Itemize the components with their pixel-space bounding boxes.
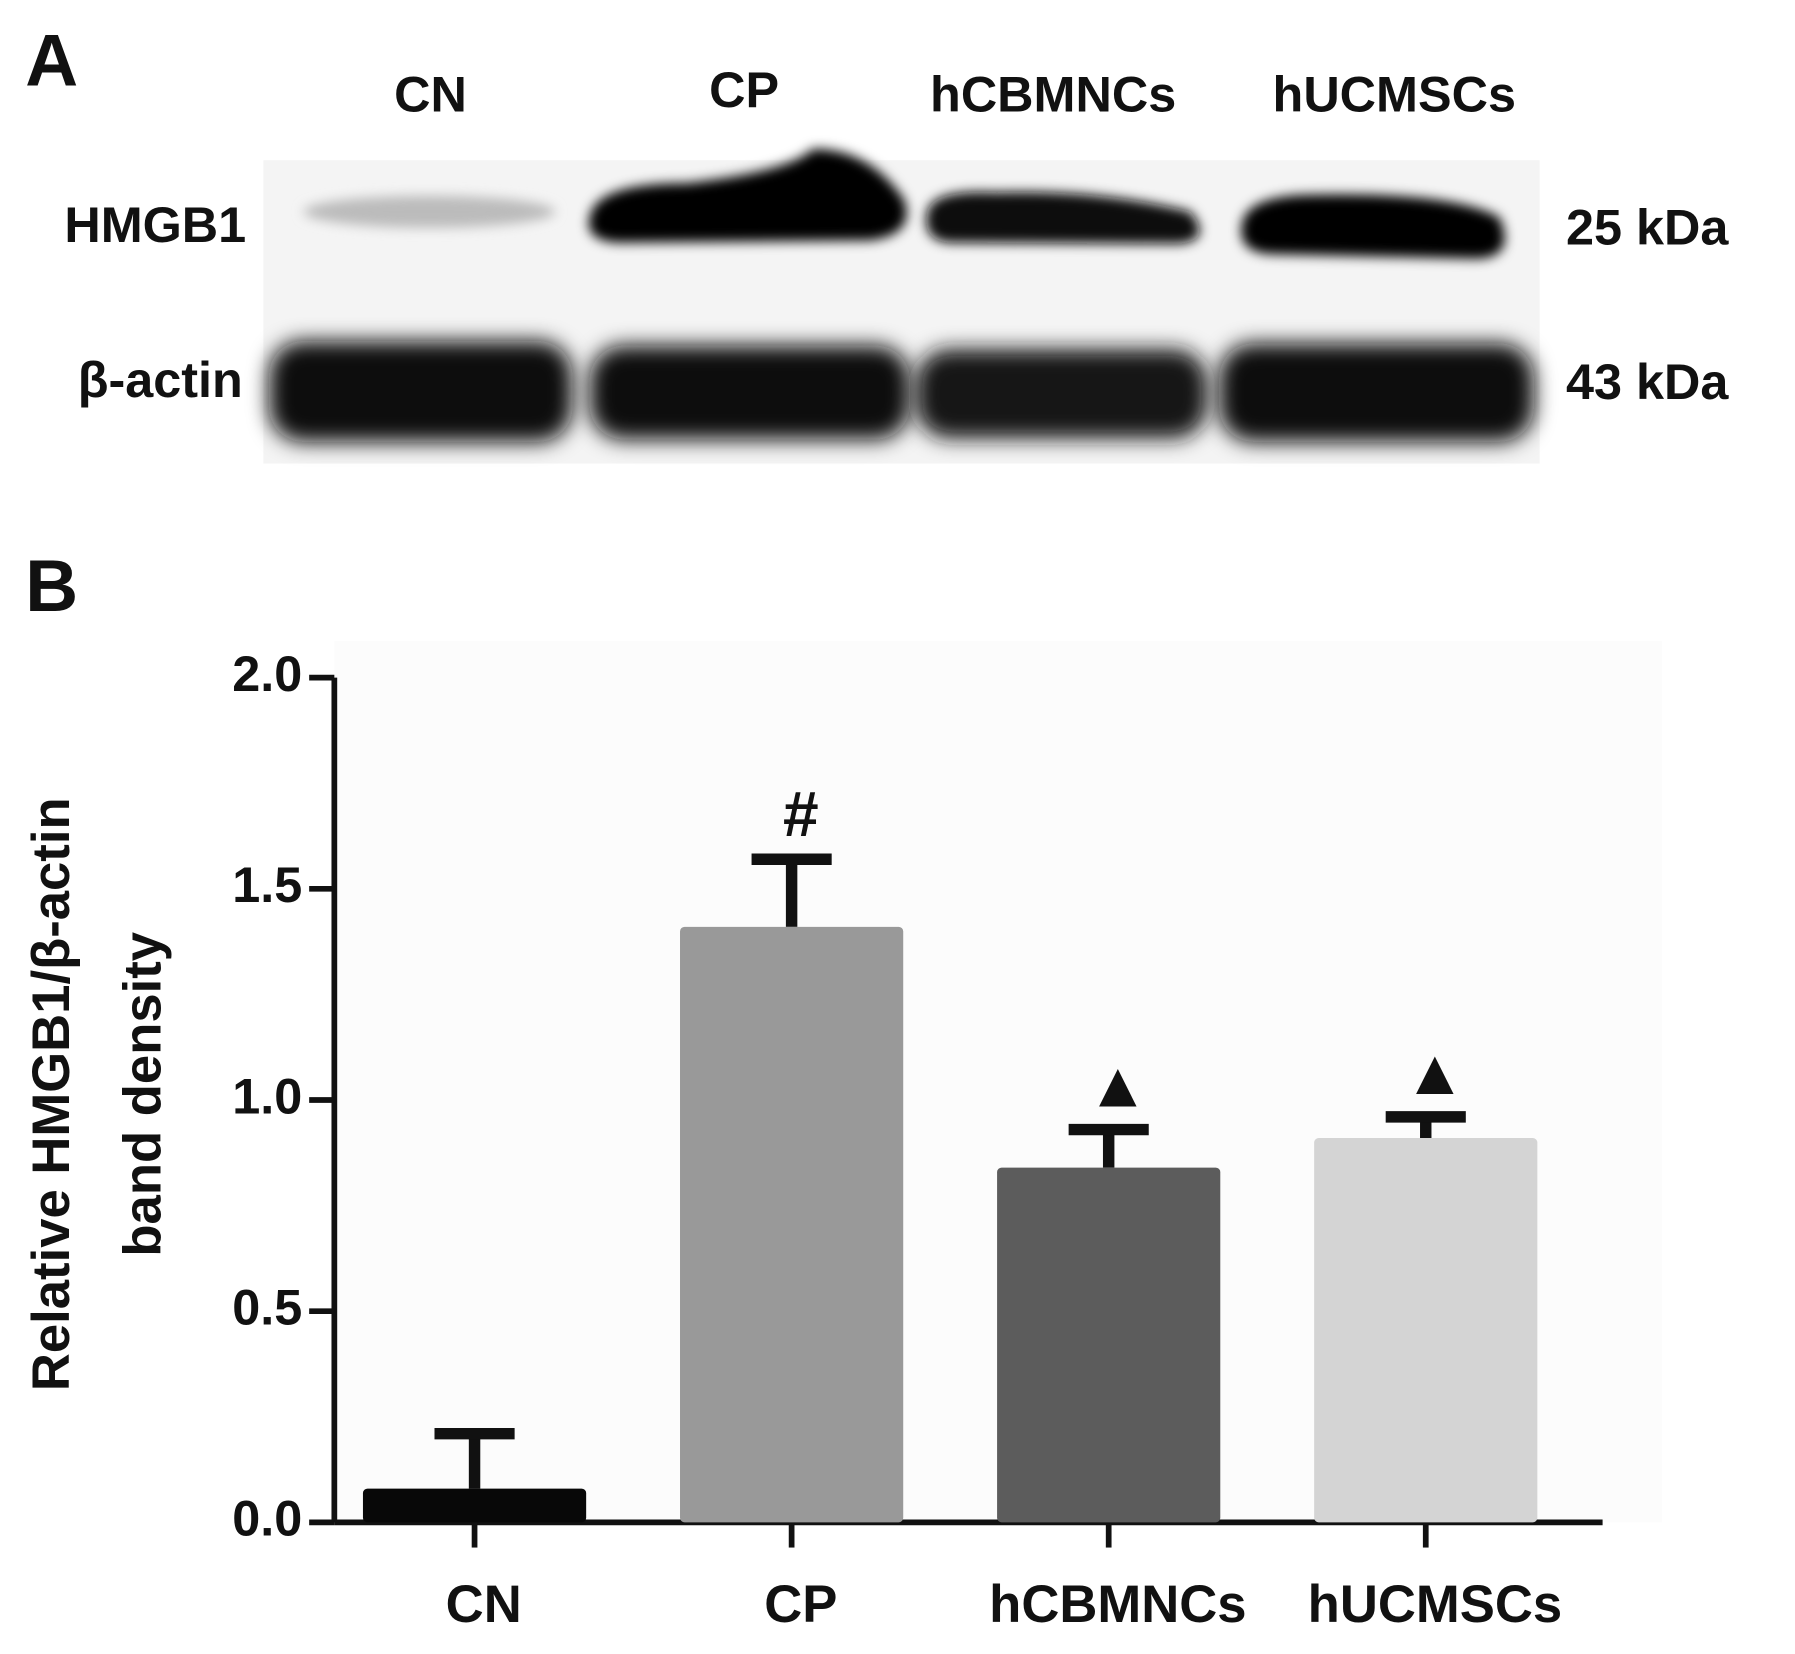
bar	[680, 926, 904, 1523]
x-tick-label: hCBMNCs	[989, 1575, 1246, 1634]
band	[589, 345, 911, 440]
chart: 0.0 0.5 1.0 1.5 2.0 Relative HMGB1/β-actin ban…	[22, 645, 1603, 1634]
band	[303, 195, 556, 228]
bar	[1314, 1138, 1538, 1523]
row-label: HMGB1	[64, 196, 246, 253]
lane-label: CN	[394, 66, 467, 123]
lane-label: hCBMNCs	[930, 66, 1176, 123]
band	[1241, 194, 1505, 259]
band	[926, 191, 1200, 244]
band	[1219, 343, 1534, 442]
panel-label: A	[25, 20, 78, 102]
row-label: β-actin	[78, 351, 243, 408]
annotation: #	[783, 778, 819, 850]
band	[915, 349, 1208, 439]
blot	[263, 148, 1540, 464]
size-label: 43 kDa	[1566, 353, 1729, 410]
y-tick-label: 0.5	[232, 1278, 302, 1335]
y-tick-label: 0.0	[232, 1490, 302, 1547]
annotation: ▲	[1403, 1036, 1466, 1108]
lane-label: CP	[709, 61, 779, 118]
y-tick-label: 1.5	[232, 856, 302, 913]
y-axis-title: band density	[114, 932, 173, 1257]
panel-label: B	[25, 545, 78, 627]
y-axis-title: Relative HMGB1/β-actin	[22, 797, 81, 1391]
size-label: 25 kDa	[1566, 199, 1729, 256]
annotation: ▲	[1086, 1048, 1149, 1120]
bar	[362, 1488, 587, 1523]
lane-label: hUCMSCs	[1273, 66, 1516, 123]
x-tick-label: CP	[764, 1575, 837, 1634]
bar	[997, 1167, 1221, 1523]
x-tick-label: CN	[446, 1575, 522, 1634]
x-tick-label: hUCMSCs	[1308, 1575, 1562, 1634]
y-tick-label: 1.0	[232, 1067, 302, 1124]
band	[588, 148, 907, 243]
y-tick-label: 2.0	[232, 645, 302, 702]
band	[269, 341, 573, 442]
